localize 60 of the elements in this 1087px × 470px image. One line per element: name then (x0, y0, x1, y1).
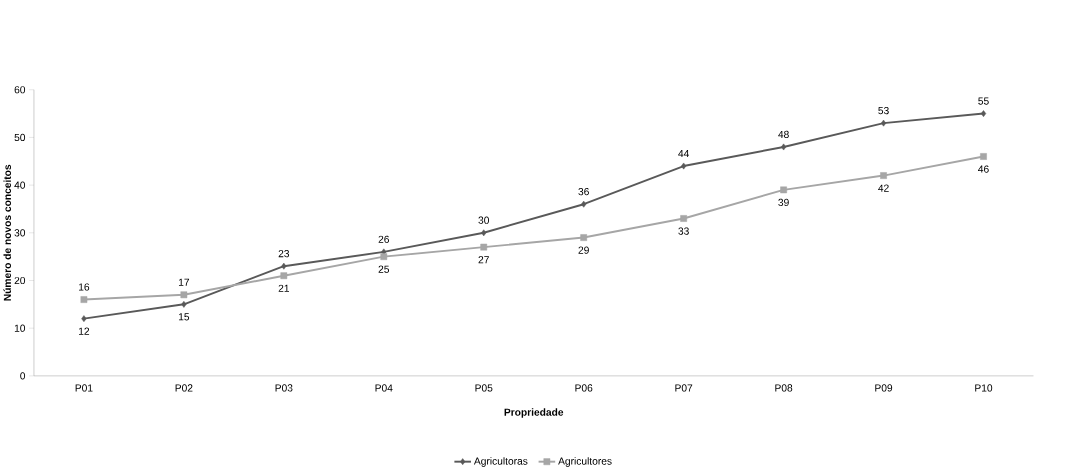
data-label: 55 (978, 97, 989, 105)
data-label: 25 (378, 265, 390, 273)
x-tick-label: P03 (275, 384, 293, 392)
legend-label: Agricultores (558, 457, 612, 467)
x-tick-label: P10 (975, 384, 993, 392)
point (580, 234, 588, 241)
data-label: 36 (578, 188, 589, 196)
data-label: 21 (278, 284, 289, 292)
x-tick-label: P02 (175, 384, 193, 392)
y-tick-label: 0 (20, 372, 26, 380)
data-label: 42 (878, 184, 889, 192)
data-label: 12 (79, 327, 90, 335)
data-label: 53 (878, 106, 889, 115)
x-tick-label: P07 (675, 384, 693, 392)
y-tick-label: 20 (14, 276, 26, 285)
point (81, 315, 87, 322)
point (581, 200, 587, 208)
x-tick-label: P04 (375, 384, 393, 392)
legend-label: Agricultoras (473, 457, 528, 467)
point (80, 296, 88, 303)
data-label: 46 (978, 165, 989, 173)
data-label: 39 (778, 198, 789, 207)
point (280, 272, 288, 280)
point (980, 153, 987, 160)
data-label: 15 (178, 313, 190, 321)
data-label: 23 (278, 249, 290, 258)
point (980, 110, 987, 117)
data-label: 26 (378, 235, 390, 243)
y-tick-label: 40 (14, 181, 26, 189)
point (380, 253, 388, 260)
point (880, 119, 887, 127)
point (680, 215, 688, 222)
point (681, 162, 687, 170)
point (781, 143, 787, 151)
data-label: 16 (79, 283, 90, 291)
y-tick-label: 60 (14, 86, 26, 94)
y-tick-label: 30 (14, 229, 26, 237)
x-tick-label: P05 (475, 384, 493, 392)
x-tick-label: P06 (575, 384, 593, 392)
x-tick-label: P08 (775, 384, 793, 392)
point (281, 262, 287, 270)
point (780, 186, 787, 194)
data-label: 17 (178, 278, 190, 286)
point (880, 172, 887, 179)
data-label: 29 (578, 246, 589, 254)
point (180, 291, 188, 299)
data-label: 30 (478, 216, 490, 224)
data-label: 48 (778, 130, 789, 139)
x-axis-title: Propriedade (504, 408, 564, 418)
data-label: 33 (678, 227, 689, 235)
data-label: 27 (478, 256, 489, 264)
y-axis-title: Número de novos conceitos (3, 164, 12, 301)
data-label: 44 (678, 150, 690, 158)
point (181, 300, 187, 308)
x-tick-label: P09 (875, 384, 893, 392)
y-tick-label: 10 (14, 324, 26, 332)
point (480, 243, 488, 251)
y-tick-label: 50 (14, 133, 26, 142)
point (481, 229, 487, 237)
x-tick-label: P01 (75, 384, 93, 392)
